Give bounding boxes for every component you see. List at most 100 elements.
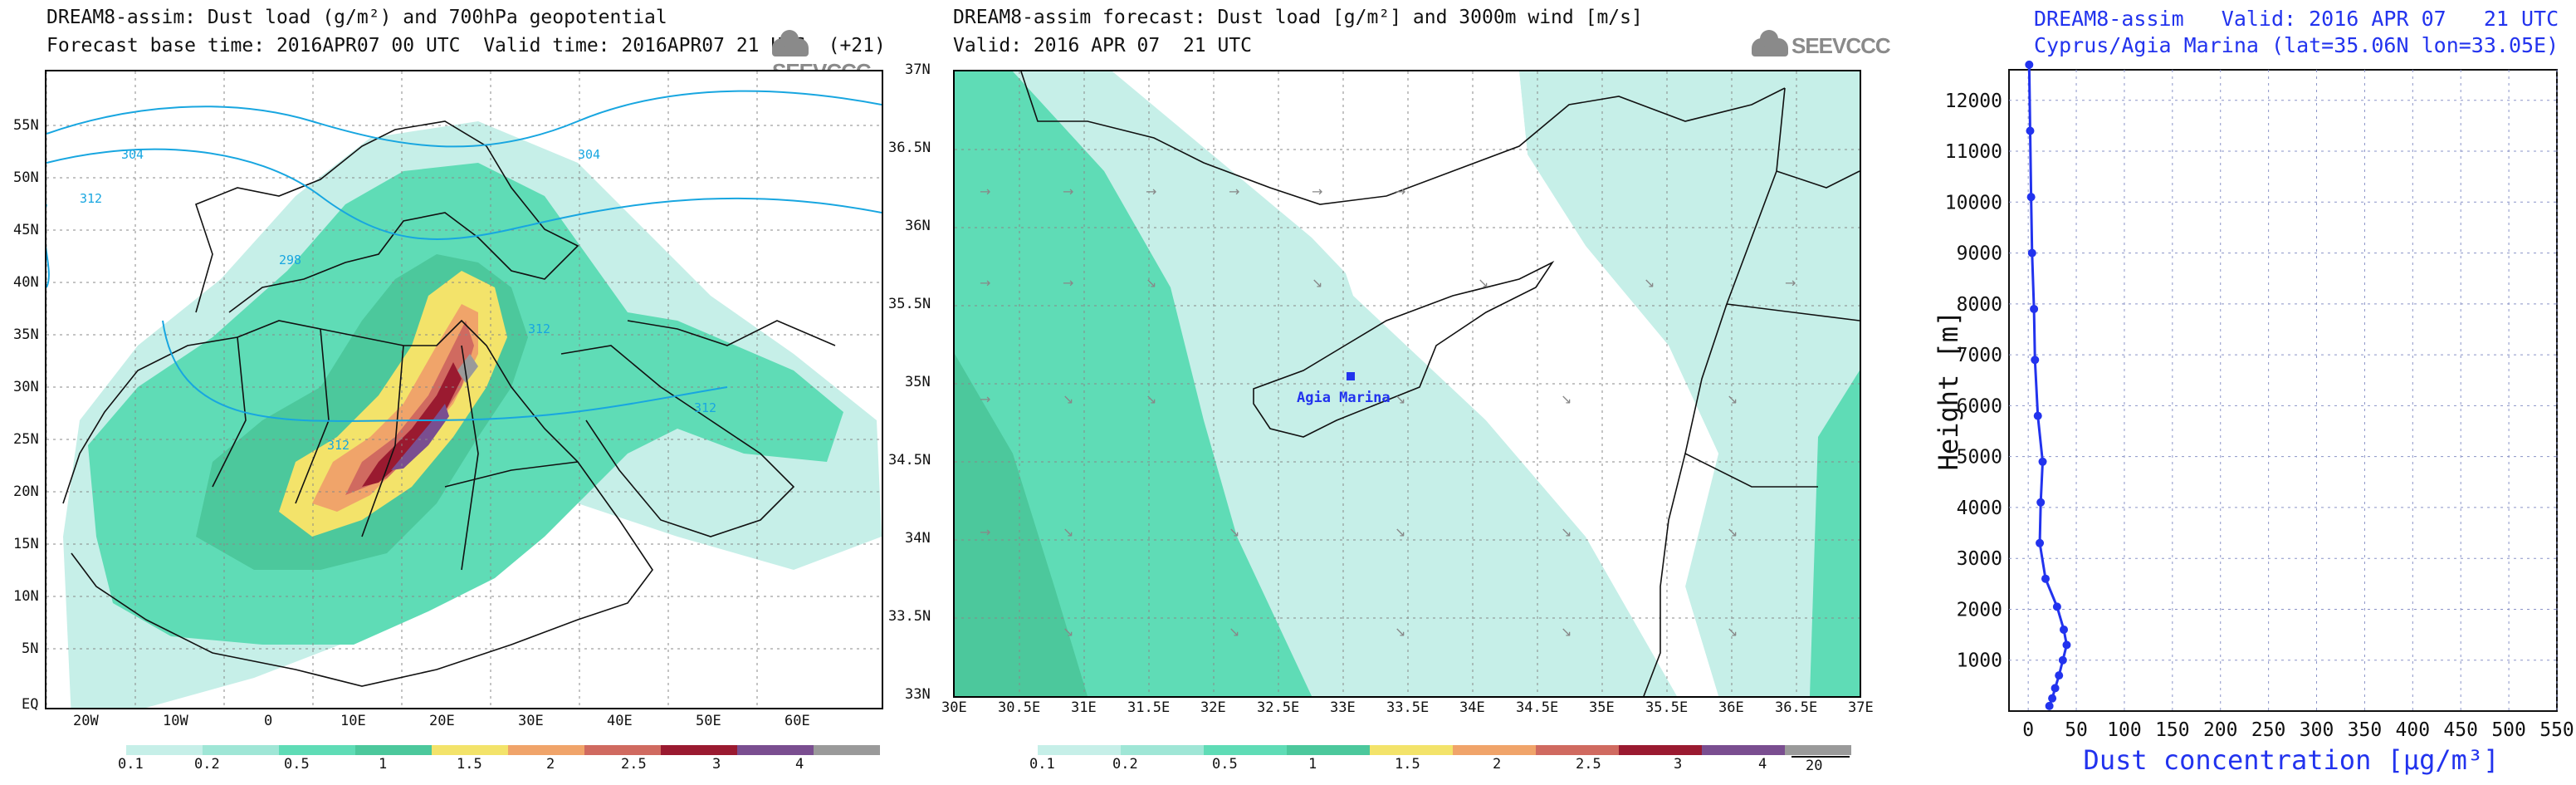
profile-point: [2026, 193, 2036, 202]
x-tick-label: 0: [2022, 719, 2034, 741]
coastline-europe: [195, 120, 579, 313]
profile-point: [2062, 640, 2071, 650]
lon-label: 50E: [696, 713, 721, 729]
lat-label: 20N: [13, 483, 39, 500]
dust-profile-panel: DREAM8-assim Valid: 2016 APR 07 21 UTC C…: [1909, 0, 2576, 785]
dust-area-orange: [312, 304, 478, 512]
coastline-africa: [62, 319, 653, 687]
colorbar-label: 1: [379, 756, 388, 773]
colorbar-label: 3: [1674, 756, 1683, 773]
svg-text:→: →: [1229, 184, 1239, 199]
cloud-icon: [772, 30, 809, 57]
wind-reference-label: 20: [1806, 758, 1823, 774]
lon-label: 34E: [1459, 699, 1485, 716]
svg-text:↘: ↘: [1727, 391, 1738, 407]
profile-point: [2058, 655, 2067, 665]
colorbar-label: 0.5: [1212, 756, 1238, 773]
svg-text:→: →: [980, 275, 990, 291]
colorbar-label: 0.5: [284, 756, 310, 773]
svg-text:↘: ↘: [1063, 624, 1073, 640]
svg-text:→: →: [1312, 184, 1322, 199]
lon-label: 10E: [340, 713, 366, 729]
x-tick-label: 50: [2065, 719, 2088, 741]
coastline-cyprus: [1253, 260, 1555, 438]
profile-point: [2033, 411, 2042, 420]
y-tick-label: 1000: [1957, 650, 2002, 672]
svg-text:↘: ↘: [1561, 391, 1572, 407]
dust-band-mid: [955, 354, 1088, 696]
lon-label: 20W: [73, 713, 99, 729]
svg-text:↘: ↘: [1644, 275, 1655, 291]
lon-label: 36E: [1718, 699, 1744, 716]
profile-point: [2036, 498, 2046, 507]
lon-label: 35E: [1589, 699, 1615, 716]
lon-label: 32E: [1200, 699, 1226, 716]
x-tick-label: 100: [2107, 719, 2142, 741]
svg-text:↘: ↘: [1561, 524, 1572, 540]
svg-text:↘: ↘: [1063, 391, 1073, 407]
colorbar-label: 2.5: [621, 756, 647, 773]
lon-label: 40E: [607, 713, 633, 729]
lon-label: 31E: [1071, 699, 1097, 716]
svg-text:298: 298: [279, 253, 301, 267]
y-tick-label: 7000: [1957, 345, 2002, 366]
lat-label: 55N: [13, 117, 39, 134]
svg-text:→: →: [1063, 184, 1073, 199]
colorbar-label: 0.2: [194, 756, 220, 773]
lon-label: 33.5E: [1386, 699, 1430, 716]
lon-label: 10W: [163, 713, 188, 729]
svg-text:↘: ↘: [1727, 624, 1738, 640]
lat-label: 33.5N: [888, 608, 931, 625]
lat-label: 35N: [13, 326, 39, 343]
profile-point: [2030, 304, 2039, 313]
x-tick-label: 400: [2396, 719, 2431, 741]
lon-label: 0: [264, 713, 273, 729]
colorbar: [126, 743, 880, 755]
x-tick-label: 450: [2443, 719, 2478, 741]
svg-text:312: 312: [80, 191, 102, 206]
lat-label: 35.5N: [888, 296, 931, 312]
colorbar-label: 0.2: [1112, 756, 1138, 773]
lat-label: EQ: [22, 696, 39, 713]
lat-label: 25N: [13, 431, 39, 448]
svg-text:↘: ↘: [1229, 524, 1239, 540]
svg-text:↘: ↘: [1478, 275, 1488, 291]
lon-label: 30E: [518, 713, 544, 729]
profile-chart: 0 50 100 150 200 250 300 350 400 450 500 550 1000 200…: [1933, 60, 2574, 776]
lat-label: 33N: [905, 686, 931, 703]
y-tick-label: 8000: [1957, 294, 2002, 316]
seevccc-logo: SEEVCCC: [1752, 30, 1891, 59]
plot-frame: [2008, 69, 2558, 712]
lat-label: 40N: [13, 274, 39, 291]
lon-label: 20E: [429, 713, 455, 729]
lat-label: 50N: [13, 169, 39, 186]
cyprus-dust-map-panel: DREAM8-assim forecast: Dust load [g/m²] …: [888, 0, 1893, 785]
svg-text:→: →: [980, 184, 990, 199]
profile-point: [2031, 356, 2040, 365]
station-marker: [1347, 372, 1355, 380]
colorbar-label: 1: [1308, 756, 1317, 773]
colorbar-label: 2: [1493, 756, 1502, 773]
colorbar-label: 3: [712, 756, 721, 773]
svg-text:312: 312: [694, 400, 716, 415]
svg-text:304: 304: [578, 147, 600, 162]
svg-text:304: 304: [121, 147, 144, 162]
lat-label: 10N: [13, 588, 39, 605]
coastline-turkey: [1020, 71, 1786, 205]
profile-point: [2036, 538, 2045, 547]
map-title: DREAM8-assim: Dust load (g/m²) and 700hP…: [46, 7, 667, 28]
lat-label: 37N: [905, 61, 931, 78]
lon-label: 37E: [1848, 699, 1874, 716]
colorbar-label: 2.5: [1576, 756, 1601, 773]
svg-text:312: 312: [528, 321, 550, 336]
lat-label: 30N: [13, 379, 39, 395]
profile-line: [2027, 64, 2069, 707]
svg-text:↘: ↘: [1063, 524, 1073, 540]
colorbar-label: 2: [546, 756, 555, 773]
y-tick-label: 4000: [1957, 498, 2002, 519]
x-axis-label: Dust concentration [μg/m³]: [2084, 744, 2500, 776]
svg-text:↘: ↘: [1561, 624, 1572, 640]
lon-label: 30E: [941, 699, 967, 716]
lon-label: 32.5E: [1257, 699, 1300, 716]
profile-point: [2045, 701, 2054, 710]
